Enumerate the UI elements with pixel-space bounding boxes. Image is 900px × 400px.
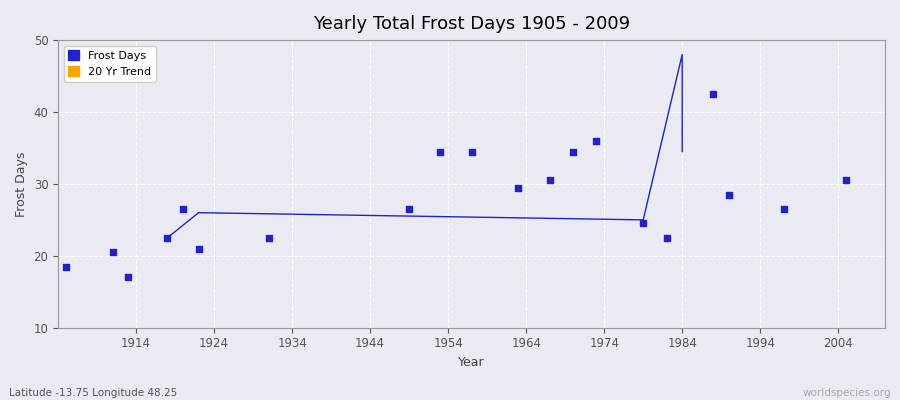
Frost Days (566, 148, 580, 155)
Text: worldspecies.org: worldspecies.org (803, 388, 891, 398)
Frost Days (122, 274, 136, 280)
Frost Days (706, 91, 721, 97)
Frost Days (262, 235, 276, 241)
Frost Days (839, 177, 853, 184)
Frost Days (636, 220, 651, 227)
Frost Days (511, 184, 526, 191)
Frost Days (402, 206, 417, 212)
Frost Days (722, 192, 736, 198)
Text: Latitude -13.75 Longitude 48.25: Latitude -13.75 Longitude 48.25 (9, 388, 177, 398)
Y-axis label: Frost Days: Frost Days (15, 151, 28, 217)
X-axis label: Year: Year (458, 356, 485, 369)
Frost Days (160, 235, 175, 241)
Legend: Frost Days, 20 Yr Trend: Frost Days, 20 Yr Trend (64, 46, 156, 82)
Title: Yearly Total Frost Days 1905 - 2009: Yearly Total Frost Days 1905 - 2009 (313, 15, 630, 33)
Frost Days (176, 206, 190, 212)
Frost Days (192, 246, 206, 252)
Frost Days (660, 235, 674, 241)
Frost Days (464, 148, 479, 155)
Frost Days (58, 264, 73, 270)
Frost Days (105, 249, 120, 256)
Frost Days (543, 177, 557, 184)
Frost Days (433, 148, 447, 155)
Frost Days (590, 138, 604, 144)
Frost Days (777, 206, 791, 212)
